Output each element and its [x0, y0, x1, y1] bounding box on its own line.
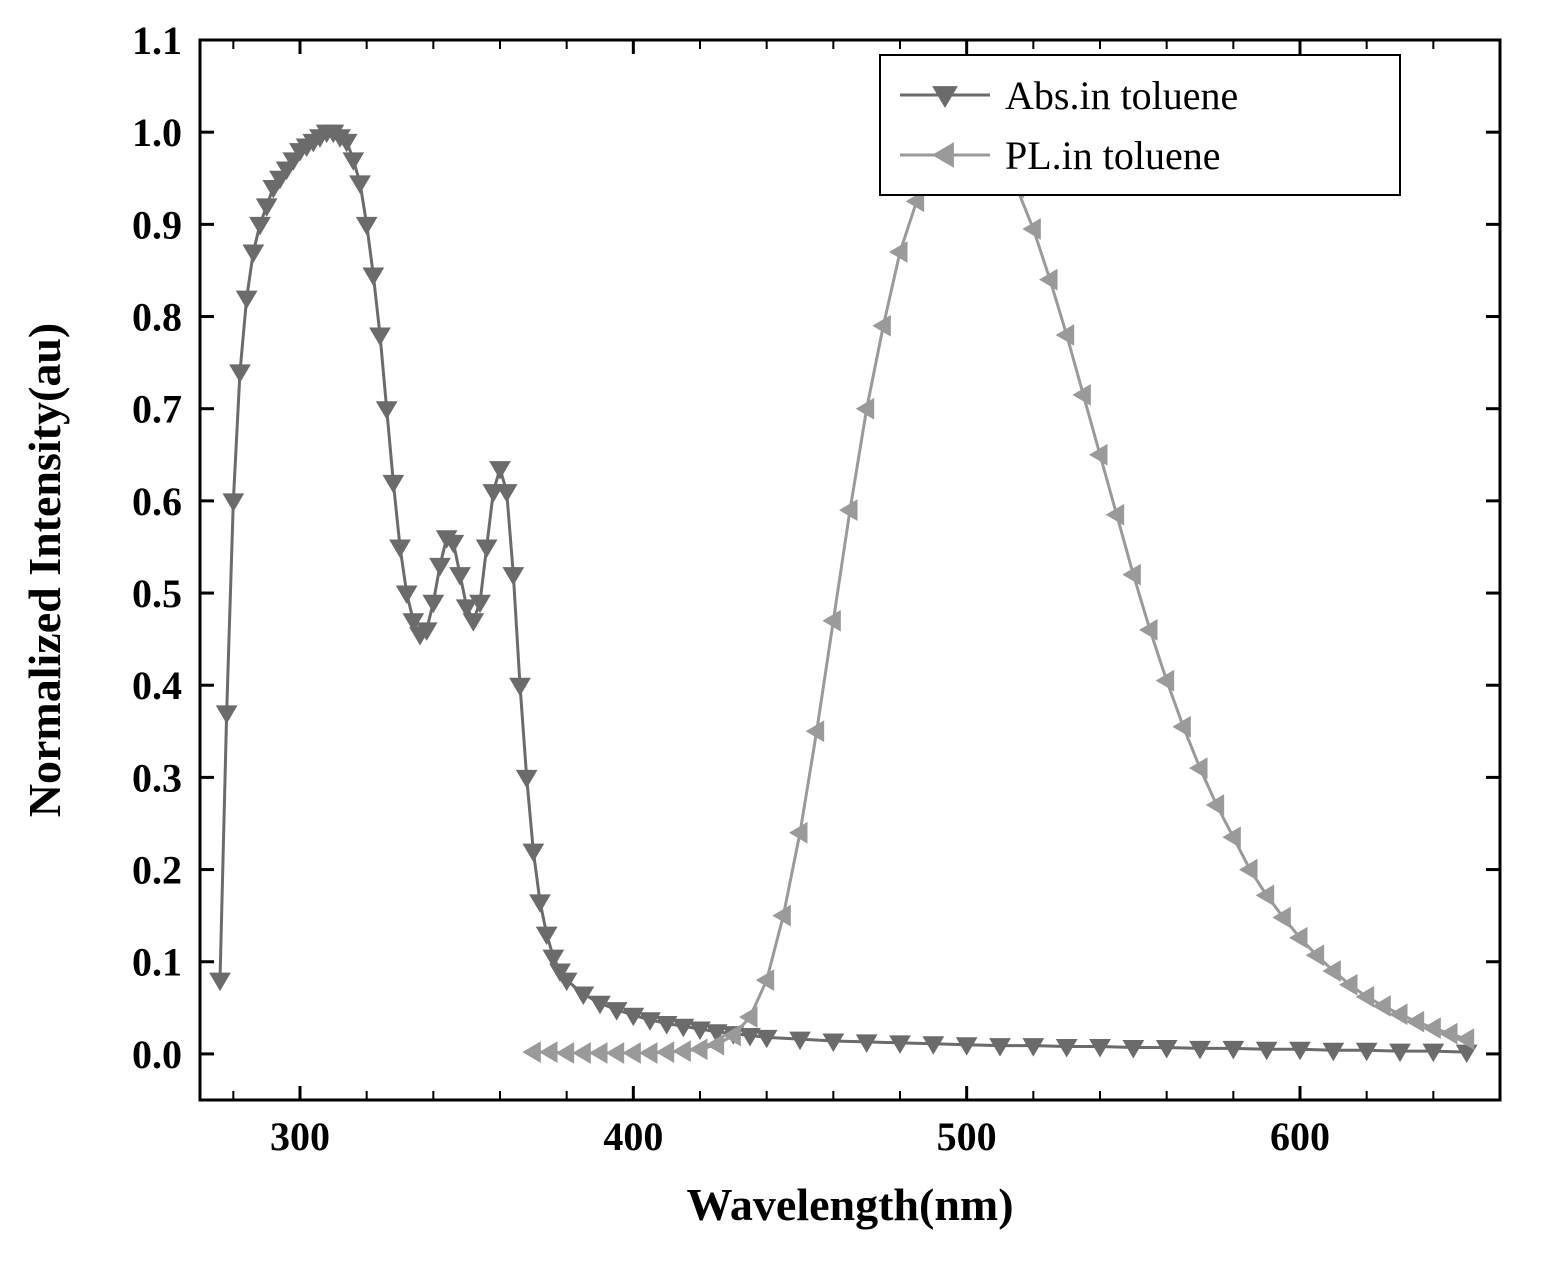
- ytick-label: 0.9: [132, 202, 182, 247]
- y-axis-label: Normalized Intensity(au): [19, 323, 70, 817]
- ytick-label: 0.4: [132, 663, 182, 708]
- xtick-label: 300: [270, 1114, 330, 1159]
- xtick-label: 600: [1270, 1114, 1330, 1159]
- ytick-label: 1.0: [132, 110, 182, 155]
- ytick-label: 1.1: [132, 18, 182, 63]
- legend-label: PL.in toluene: [1005, 133, 1221, 178]
- ytick-label: 0.8: [132, 295, 182, 340]
- legend-label: Abs.in toluene: [1005, 73, 1238, 118]
- ytick-label: 0.2: [132, 848, 182, 893]
- ytick-label: 0.3: [132, 755, 182, 800]
- ytick-label: 0.5: [132, 571, 182, 616]
- ytick-label: 0.0: [132, 1032, 182, 1077]
- xtick-label: 500: [937, 1114, 997, 1159]
- ytick-label: 0.6: [132, 479, 182, 524]
- chart-svg: 300 400 500 600 0.0 0.1 0.2 0.3 0.4 0.5 0.6 0.7 0.8 0…: [0, 0, 1542, 1286]
- x-axis-label: Wavelength(nm): [686, 1179, 1013, 1230]
- ytick-label: 0.1: [132, 940, 182, 985]
- spectrum-chart: 300 400 500 600 0.0 0.1 0.2 0.3 0.4 0.5 0.6 0.7 0.8 0…: [0, 0, 1542, 1286]
- xtick-label: 400: [603, 1114, 663, 1159]
- legend: Abs.in toluene PL.in toluene: [880, 55, 1400, 195]
- ytick-label: 0.7: [132, 387, 182, 432]
